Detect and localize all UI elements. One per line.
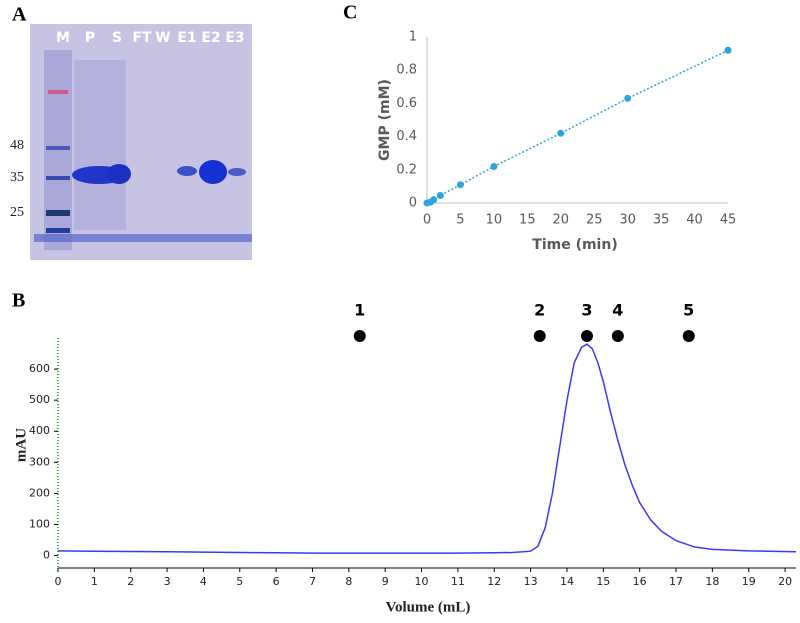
- x-tick-label: 11: [451, 575, 465, 588]
- x-tick-label: 7: [309, 575, 316, 588]
- y-tick-label: 1: [409, 30, 417, 45]
- x-tick-label: 2: [127, 575, 134, 588]
- point: [436, 192, 444, 200]
- x-tick-label: 25: [586, 213, 603, 228]
- y-axis-title: GMP (mM): [377, 79, 393, 161]
- point: [724, 46, 732, 54]
- x-tick-label: 15: [519, 213, 536, 228]
- y-tick-label: 400: [29, 424, 50, 437]
- band: [177, 166, 197, 176]
- x-tick-label: 0: [55, 575, 62, 588]
- y-tick-label: 600: [29, 362, 50, 375]
- x-tick-label: 16: [633, 575, 647, 588]
- x-tick-label: 5: [236, 575, 243, 588]
- x-tick-label: 20: [553, 213, 570, 228]
- x-tick-label: 14: [560, 575, 574, 588]
- x-tick-label: 6: [273, 575, 280, 588]
- x-tick-label: 19: [742, 575, 756, 588]
- dye-front: [34, 234, 252, 242]
- lane-label: E1: [177, 30, 196, 46]
- lane-label: S: [112, 30, 122, 46]
- standard-marker: [682, 330, 695, 342]
- x-tick-label: 18: [705, 575, 719, 588]
- x-tick-label: 30: [619, 213, 636, 228]
- ladder-band: [46, 146, 70, 150]
- x-tick-label: 1: [91, 575, 98, 588]
- x-tick-label: 40: [686, 213, 703, 228]
- ladder-band: [48, 90, 68, 94]
- x-tick-label: 15: [596, 575, 610, 588]
- standard-marker: [611, 330, 624, 342]
- x-tick-label: 17: [669, 575, 683, 588]
- y-tick-label: 0.2: [396, 162, 417, 177]
- x-tick-label: 5: [456, 213, 464, 228]
- y-tick-label: 300: [29, 455, 50, 468]
- lane-label: FT: [132, 30, 152, 46]
- ladder-band: [46, 176, 70, 180]
- x-tick-label: 10: [415, 575, 429, 588]
- x-tick-label: 3: [164, 575, 171, 588]
- standard-label: 3: [581, 301, 592, 320]
- y-tick-label: 0.4: [396, 129, 417, 144]
- x-tick-label: 20: [778, 575, 792, 588]
- standard-label: 2: [534, 301, 545, 320]
- y-axis-title: mAU: [13, 428, 29, 462]
- x-tick-label: 8: [345, 575, 352, 588]
- marker-label: 48: [10, 138, 24, 153]
- panel-label: B: [12, 290, 25, 312]
- point: [557, 129, 565, 137]
- standard-marker: [353, 330, 366, 342]
- x-tick-label: 0: [423, 213, 431, 228]
- point: [490, 162, 498, 170]
- x-tick-label: 10: [486, 213, 503, 228]
- x-tick-label: 4: [200, 575, 207, 588]
- marker-label: 25: [10, 205, 24, 220]
- standard-marker: [580, 330, 593, 342]
- y-tick-label: 200: [29, 486, 50, 499]
- x-tick-label: 12: [487, 575, 501, 588]
- point: [456, 181, 464, 189]
- y-tick-label: 0.6: [396, 96, 417, 111]
- x-axis-title: Time (min): [532, 237, 617, 253]
- lane-label: E2: [201, 30, 220, 46]
- marker-label: 35: [10, 170, 24, 185]
- standard-label: 5: [683, 301, 694, 320]
- panel-label: A: [12, 4, 27, 26]
- x-tick-label: 45: [720, 213, 737, 228]
- y-tick-label: 500: [29, 393, 50, 406]
- x-tick-label: 35: [653, 213, 670, 228]
- x-axis-title: Volume (mL): [386, 599, 471, 615]
- ladder-band: [46, 228, 70, 233]
- point: [430, 196, 438, 204]
- band: [228, 168, 246, 176]
- standard-marker: [533, 330, 546, 342]
- lane-label: P: [85, 30, 95, 46]
- ladder-band: [46, 210, 70, 216]
- lysate-lanes: [74, 60, 126, 230]
- x-tick-label: 13: [524, 575, 538, 588]
- y-tick-label: 0: [43, 549, 50, 562]
- trace: [57, 343, 797, 554]
- lane-label: W: [155, 30, 170, 46]
- y-tick-label: 0.8: [396, 63, 417, 78]
- band: [107, 164, 131, 184]
- gel-panel: [30, 24, 252, 260]
- point: [624, 94, 632, 102]
- lane-label: E3: [225, 30, 244, 46]
- y-tick-label: 100: [29, 517, 50, 530]
- x-tick-label: 9: [382, 575, 389, 588]
- standard-label: 1: [354, 301, 365, 320]
- standard-label: 4: [612, 301, 623, 320]
- lane-label: M: [56, 30, 70, 46]
- panel-label: C: [343, 2, 357, 24]
- band: [199, 160, 227, 184]
- y-tick-label: 0: [409, 196, 417, 211]
